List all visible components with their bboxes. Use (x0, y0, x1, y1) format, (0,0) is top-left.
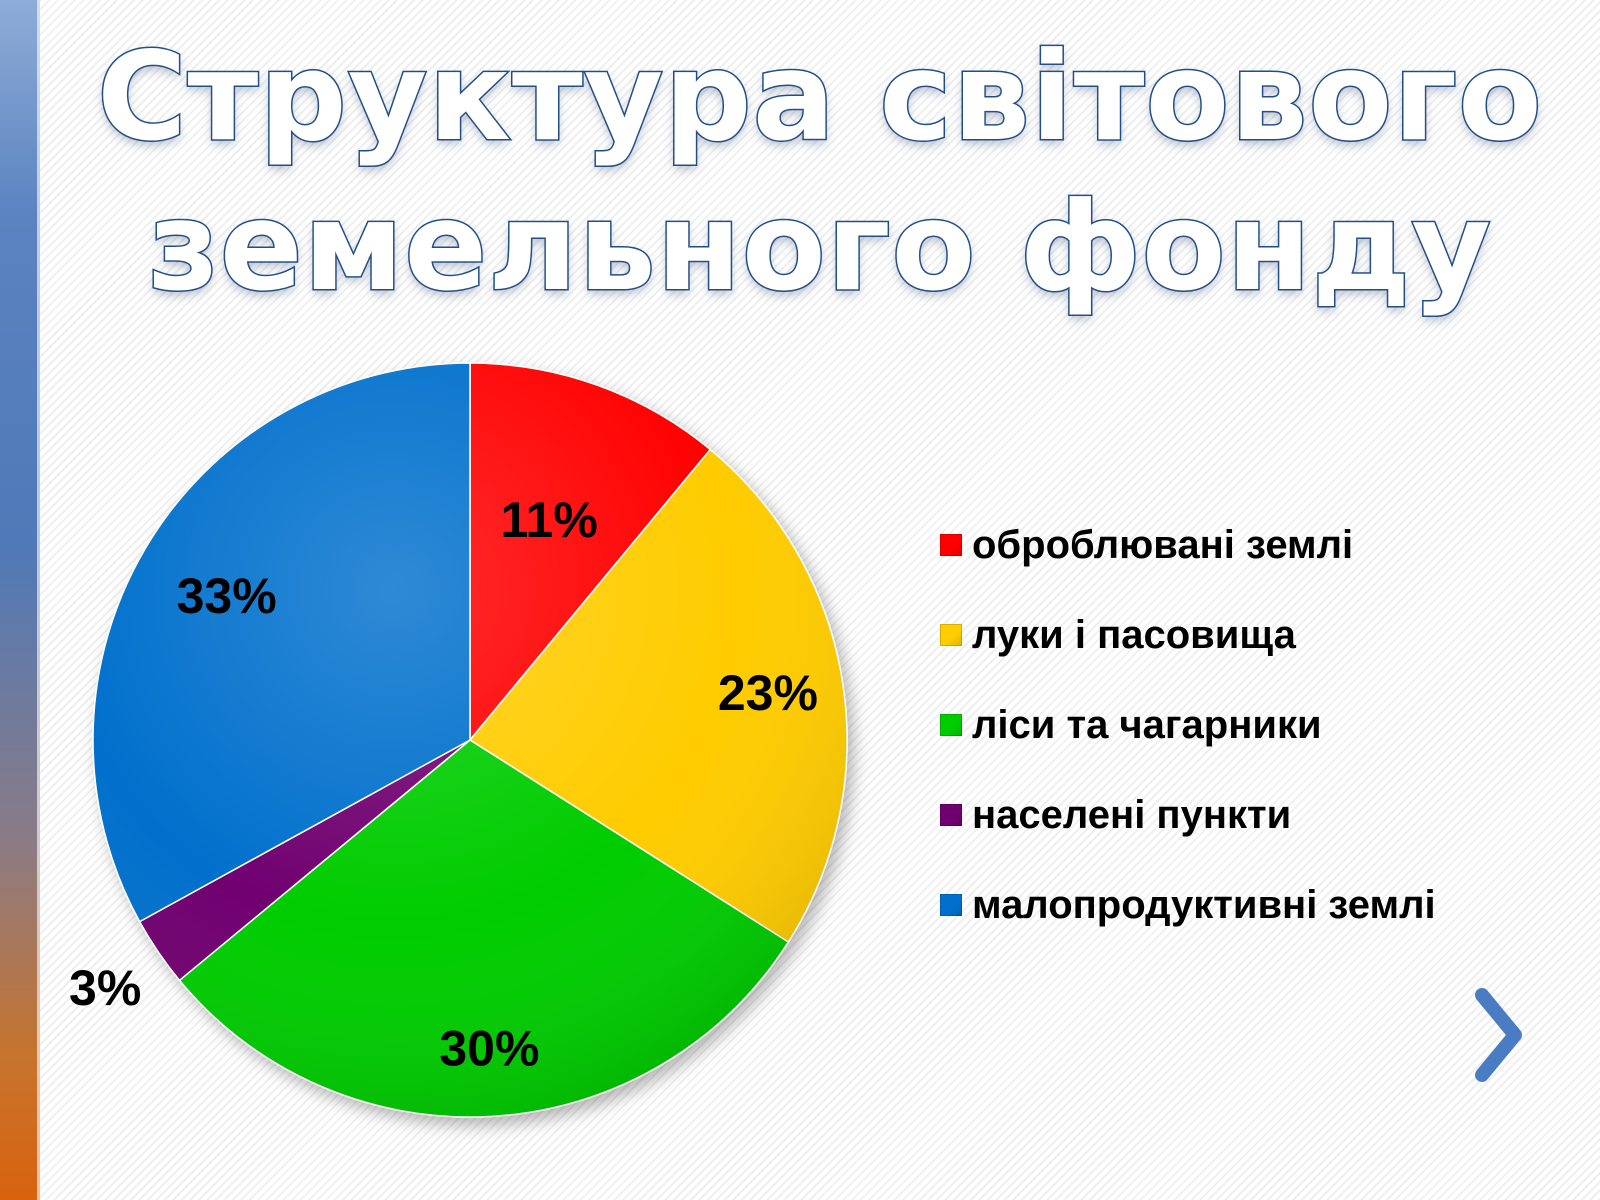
slide-title: Структура світового земельного фонду (60, 22, 1580, 322)
pie-chart: 11% 23% 30% 3% 33% (69, 362, 848, 1118)
pie-data-labels: 11% 23% 30% 3% 33% (69, 492, 818, 1076)
legend-label-5: малопродуктивні землі (972, 882, 1436, 927)
legend-item-4: населені пункти (940, 770, 1580, 860)
legend-swatch-1 (940, 534, 962, 556)
chart-legend: оброблювані землі луки і пасовища ліси та … (940, 500, 1580, 950)
pie-data-label-4: 3% (69, 960, 141, 1016)
slide-title-line-1: Структура світового (96, 25, 1544, 170)
legend-item-5: малопродуктивні землі (940, 860, 1580, 950)
chevron-right-icon (1475, 988, 1522, 1082)
legend-item-2: луки і пасовища (940, 590, 1580, 680)
legend-swatch-2 (940, 624, 962, 646)
pie-data-label-2: 23% (718, 665, 818, 721)
decorative-side-strip (0, 0, 40, 1200)
legend-label-1: оброблювані землі (972, 522, 1354, 567)
legend-label-3: ліси та чагарники (972, 702, 1322, 747)
legend-label-2: луки і пасовища (972, 612, 1296, 657)
legend-item-3: ліси та чагарники (940, 680, 1580, 770)
pie-slices (92, 362, 848, 1118)
next-slide-button[interactable] (1470, 985, 1530, 1085)
slide-title-line-2: земельного фонду (147, 175, 1493, 320)
pie-data-label-5: 33% (177, 568, 277, 624)
legend-item-1: оброблювані землі (940, 500, 1580, 590)
legend-swatch-4 (940, 804, 962, 826)
legend-swatch-3 (940, 714, 962, 736)
legend-swatch-5 (940, 894, 962, 916)
legend-label-4: населені пункти (972, 792, 1292, 837)
pie-data-label-3: 30% (439, 1021, 539, 1077)
pie-data-label-1: 11% (501, 492, 598, 548)
